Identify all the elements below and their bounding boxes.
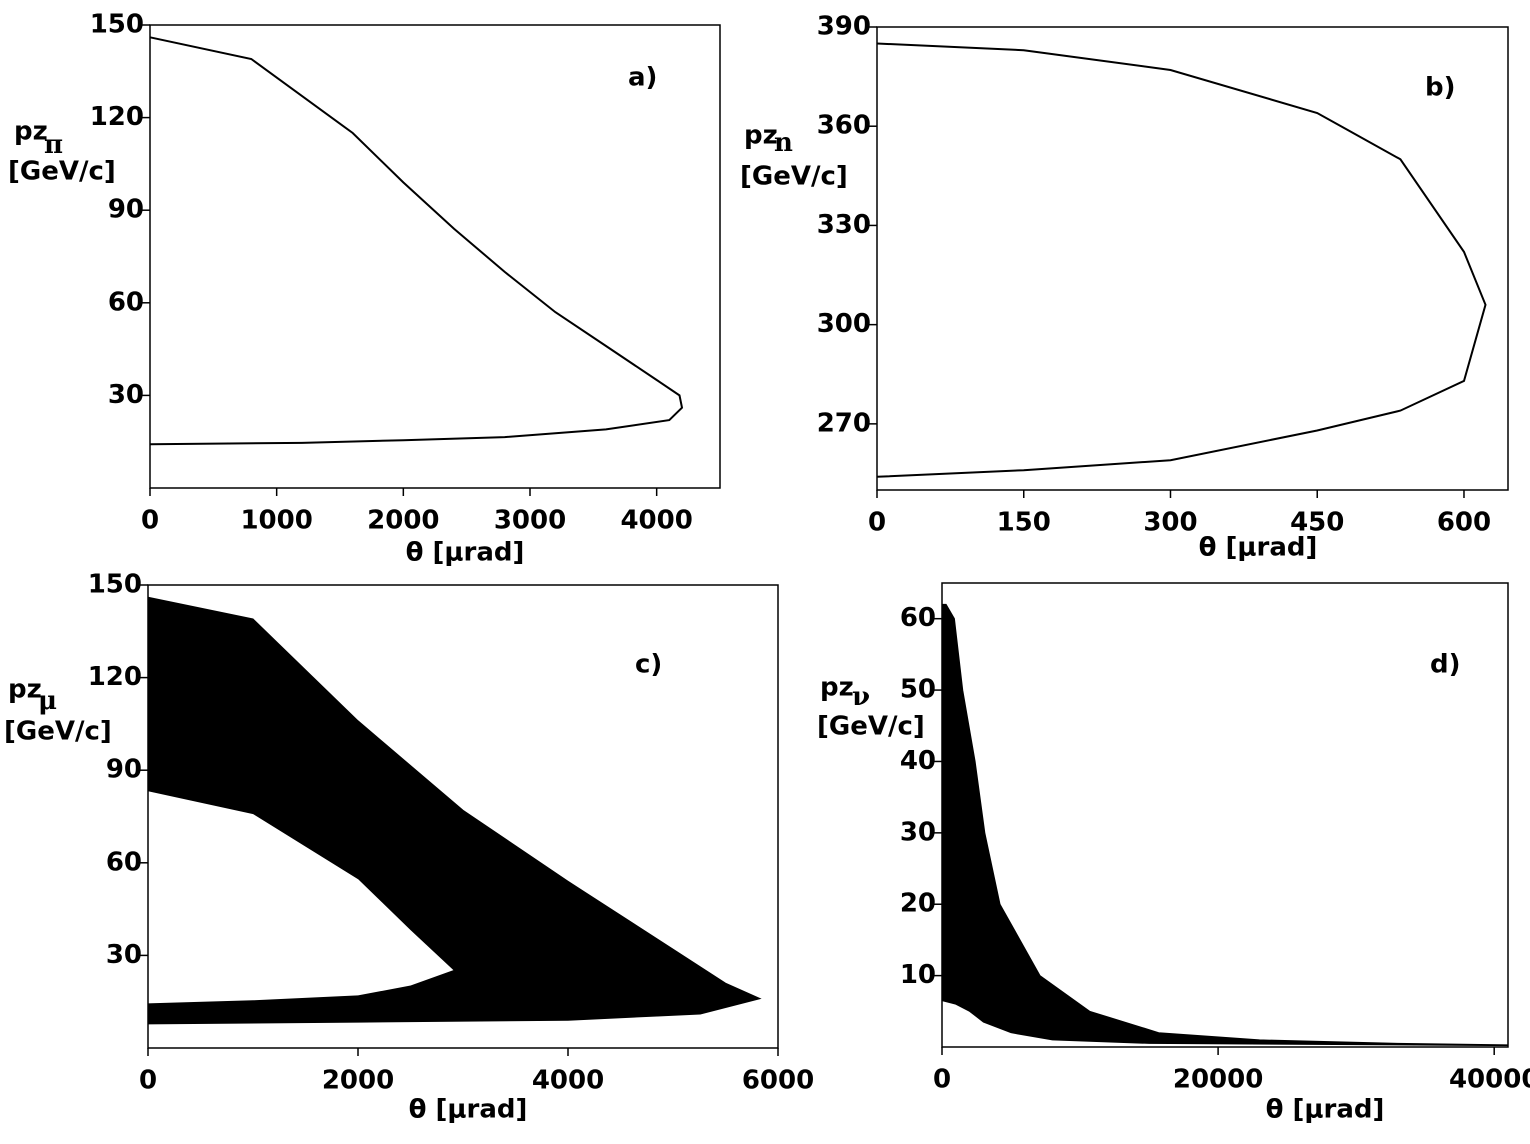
y-axis-label: pz (744, 121, 778, 151)
y-tick-label: 120 (90, 102, 144, 132)
x-tick-label: 6000 (742, 1066, 814, 1096)
y-axis-unit: [GeV/c] (8, 157, 116, 187)
panel-label: c) (635, 650, 662, 680)
plot-frame (941, 582, 1509, 1048)
y-tick-label: 30 (108, 380, 144, 410)
y-tick-label: 10 (900, 960, 936, 990)
curve (876, 42, 1487, 478)
y-tick-label: 330 (817, 210, 871, 240)
x-tick-label: 0 (141, 506, 159, 536)
x-tick-label: 2000 (322, 1066, 394, 1096)
y-axis-unit: [GeV/c] (4, 717, 112, 747)
y-tick-label: 90 (106, 755, 142, 785)
y-tick-label: 270 (817, 408, 871, 438)
x-tick-label: 300 (1143, 508, 1197, 538)
panel-label: b) (1425, 73, 1456, 103)
area (941, 603, 1509, 1047)
y-axis-label: pz (8, 675, 42, 705)
x-tick-label: 40000 (1449, 1065, 1530, 1095)
x-tick-label: 0 (933, 1065, 951, 1095)
y-tick-label: 30 (900, 817, 936, 847)
x-tick-label: 0 (139, 1066, 157, 1096)
y-axis-unit: [GeV/c] (740, 162, 848, 192)
area (147, 791, 454, 1004)
x-tick-label: 1000 (240, 506, 312, 536)
x-axis-label: θ [μrad] (1266, 1095, 1385, 1125)
x-tick-label: 0 (868, 508, 886, 538)
y-tick-label: 390 (817, 12, 871, 42)
y-tick-label: 30 (106, 940, 142, 970)
x-tick-label: 2000 (367, 506, 439, 536)
x-tick-label: 3000 (494, 506, 566, 536)
y-tick-label: 60 (900, 603, 936, 633)
x-tick-label: 150 (997, 508, 1051, 538)
y-tick-label: 60 (106, 847, 142, 877)
y-axis-label-sub: π (44, 130, 63, 160)
y-tick-label: 360 (817, 111, 871, 141)
plot-frame (876, 26, 1509, 491)
y-tick-label: 60 (108, 287, 144, 317)
y-tick-label: 40 (900, 746, 936, 776)
y-tick-label: 20 (900, 889, 936, 919)
x-tick-label: 450 (1290, 508, 1344, 538)
plot-frame (147, 584, 779, 1049)
x-tick-label: 4000 (620, 506, 692, 536)
y-axis-label-sub: μ (38, 686, 57, 716)
y-tick-label: 150 (88, 570, 142, 600)
plot-frame (149, 24, 721, 489)
y-axis-unit: [GeV/c] (817, 712, 925, 742)
y-tick-label: 300 (817, 309, 871, 339)
x-tick-label: 600 (1437, 508, 1491, 538)
y-tick-label: 50 (900, 675, 936, 705)
x-axis-label: θ [μrad] (1199, 533, 1318, 563)
y-axis-label-sub: ν (852, 682, 870, 712)
y-axis-label-sub: n (774, 128, 793, 158)
y-axis-label: pz (820, 673, 854, 703)
panel-label: a) (628, 63, 657, 93)
y-tick-label: 150 (90, 10, 144, 40)
panel-label: d) (1430, 650, 1461, 680)
y-tick-label: 120 (88, 662, 142, 692)
y-axis-label: pz (14, 117, 48, 147)
x-axis-label: θ [μrad] (409, 1095, 528, 1125)
x-axis-label: θ [μrad] (406, 538, 525, 568)
x-tick-label: 20000 (1173, 1065, 1263, 1095)
y-tick-label: 90 (108, 195, 144, 225)
x-tick-label: 4000 (532, 1066, 604, 1096)
curve (149, 36, 684, 446)
